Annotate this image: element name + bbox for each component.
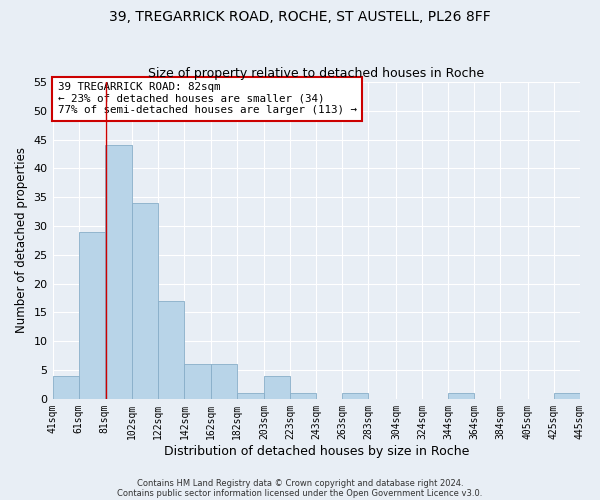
Bar	[132, 203, 158, 399]
Y-axis label: Number of detached properties: Number of detached properties	[15, 148, 28, 334]
Bar	[343, 393, 368, 399]
Bar	[53, 376, 79, 399]
Text: Contains public sector information licensed under the Open Government Licence v3: Contains public sector information licen…	[118, 488, 482, 498]
Bar	[211, 364, 236, 399]
Bar	[236, 393, 264, 399]
Bar	[264, 376, 290, 399]
X-axis label: Distribution of detached houses by size in Roche: Distribution of detached houses by size …	[164, 444, 469, 458]
Text: 39 TREGARRICK ROAD: 82sqm
← 23% of detached houses are smaller (34)
77% of semi-: 39 TREGARRICK ROAD: 82sqm ← 23% of detac…	[58, 82, 357, 116]
Title: Size of property relative to detached houses in Roche: Size of property relative to detached ho…	[148, 66, 484, 80]
Bar	[448, 393, 474, 399]
Text: 39, TREGARRICK ROAD, ROCHE, ST AUSTELL, PL26 8FF: 39, TREGARRICK ROAD, ROCHE, ST AUSTELL, …	[109, 10, 491, 24]
Bar	[158, 301, 184, 399]
Bar	[290, 393, 316, 399]
Bar	[554, 393, 580, 399]
Bar	[79, 232, 105, 399]
Bar	[105, 146, 132, 399]
Text: Contains HM Land Registry data © Crown copyright and database right 2024.: Contains HM Land Registry data © Crown c…	[137, 478, 463, 488]
Bar	[184, 364, 211, 399]
